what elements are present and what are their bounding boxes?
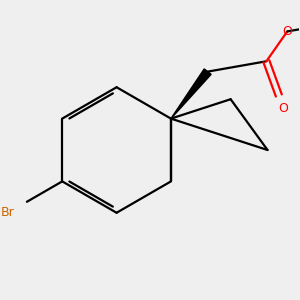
Text: O: O (282, 25, 292, 38)
Text: O: O (279, 102, 289, 115)
Polygon shape (171, 69, 211, 118)
Text: Br: Br (1, 206, 15, 219)
